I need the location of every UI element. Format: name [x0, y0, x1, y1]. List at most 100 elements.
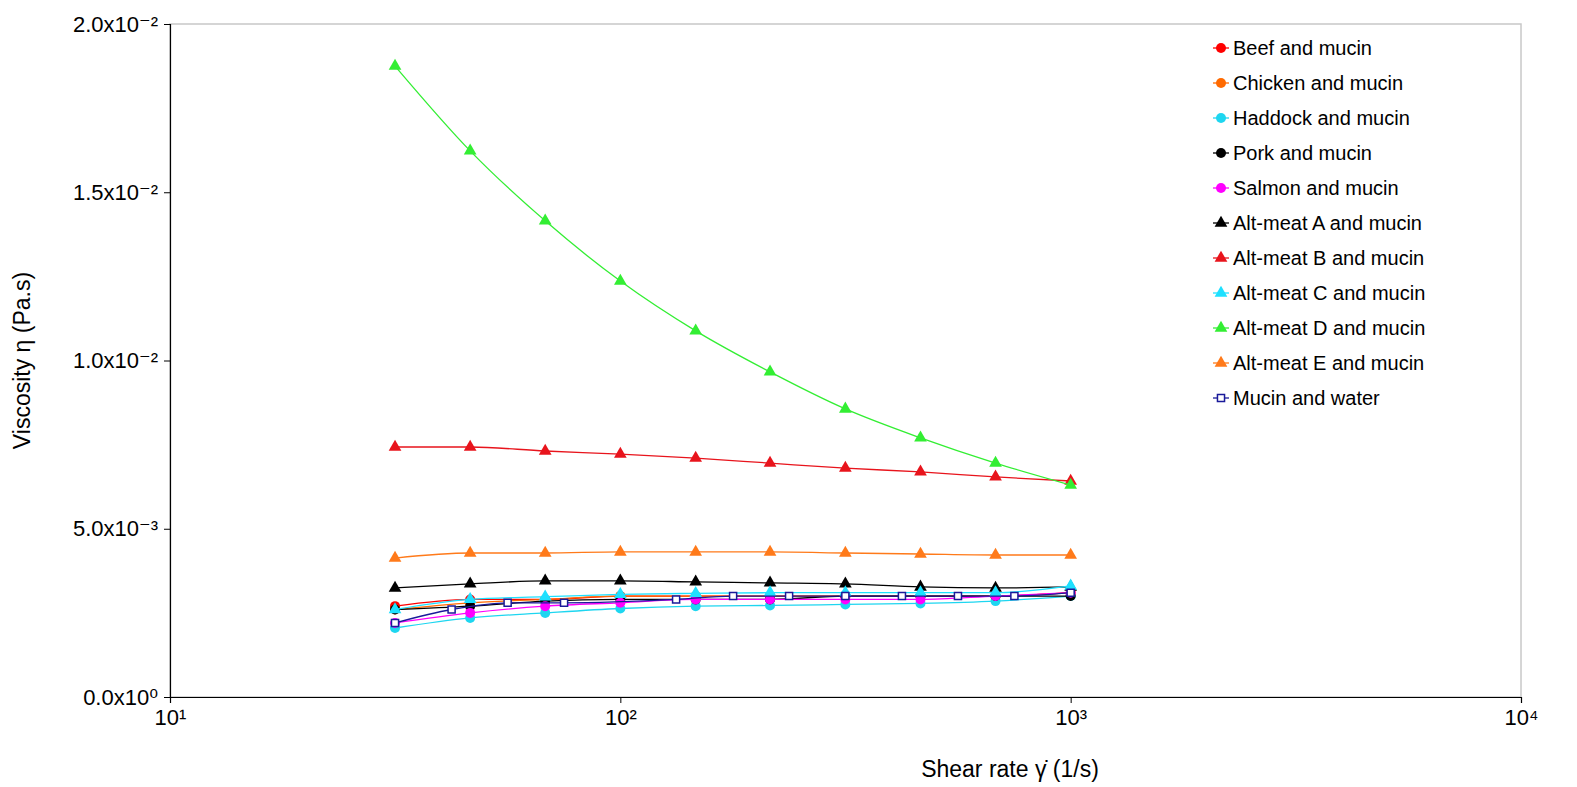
data-point: [989, 548, 1002, 559]
legend-label: Mucin and water: [1233, 387, 1380, 409]
y-tick-mark: [164, 24, 170, 25]
series: [389, 574, 1077, 592]
data-point: [614, 574, 627, 585]
data-point: [464, 592, 477, 603]
series-line: [395, 552, 1071, 558]
series: [390, 591, 1076, 633]
x-tick-mark: [620, 697, 621, 703]
y-axis-line: [164, 25, 171, 698]
series: [390, 588, 1076, 611]
data-point: [539, 444, 552, 455]
legend-entry: Alt-meat C and mucin: [1213, 282, 1425, 304]
data-point: [764, 585, 777, 596]
legend-symbol: [1216, 183, 1226, 193]
data-point: [465, 608, 475, 618]
data-point: [914, 465, 927, 476]
data-point: [389, 440, 402, 451]
data-point: [389, 602, 402, 613]
data-point: [839, 546, 852, 557]
data-point: [561, 599, 568, 606]
data-point: [1066, 588, 1076, 598]
series: [389, 545, 1077, 562]
legend-entry: Alt-meat E and mucin: [1213, 352, 1424, 374]
data-point: [539, 546, 552, 557]
legend-symbol: [1215, 321, 1228, 332]
data-point: [989, 585, 1002, 596]
data-point: [464, 440, 477, 451]
legend-label: Beef and mucin: [1233, 37, 1372, 59]
data-point: [764, 456, 777, 467]
data-point: [673, 596, 680, 603]
data-point: [539, 214, 552, 225]
data-point: [1064, 478, 1077, 489]
data-point: [839, 402, 852, 413]
x-tick: 10²: [605, 697, 637, 730]
series: [389, 440, 1077, 485]
y-tick-label: 2.0x10⁻²: [73, 12, 158, 37]
y-tick: 5.0x10⁻³: [73, 516, 170, 541]
data-point: [840, 591, 850, 601]
y-tick-mark: [164, 529, 170, 530]
series-line: [395, 593, 1071, 623]
data-point: [615, 598, 625, 608]
data-point: [614, 545, 627, 556]
data-point: [464, 546, 477, 557]
data-point: [914, 547, 927, 558]
series-line: [395, 581, 1071, 588]
legend-symbol: [1215, 286, 1228, 297]
legend-entry: Alt-meat A and mucin: [1213, 212, 1422, 234]
y-tick: 0.0x10⁰: [83, 685, 170, 710]
series-line: [395, 596, 1071, 628]
legend-entry: Beef and mucin: [1213, 37, 1372, 59]
data-point: [840, 591, 850, 601]
y-tick-mark: [164, 697, 170, 698]
data-point: [764, 576, 777, 587]
data-point: [898, 593, 905, 600]
x-axis-title: Shear rate γ̇ (1/s): [921, 756, 1099, 782]
x-tick-label: 10¹: [155, 705, 187, 730]
data-point: [689, 451, 702, 462]
legend-symbol: [1216, 148, 1226, 158]
legend-entry: Salmon and mucin: [1213, 177, 1399, 199]
legend-label: Alt-meat A and mucin: [1233, 212, 1422, 234]
data-point: [914, 585, 927, 596]
y-axis-title: Viscosity η (Pa.s): [9, 272, 35, 449]
data-point: [1067, 589, 1074, 596]
data-point: [914, 431, 927, 442]
plot: 10¹ 10² 10³ 10⁴ 0.0x10⁰ 5.0x10⁻³ 1.0x10⁻² 1.5x1…: [73, 12, 1538, 730]
y-tick-label: 1.0x10⁻²: [73, 348, 158, 373]
data-point: [689, 586, 702, 597]
data-point: [764, 545, 777, 556]
y-tick: 1.5x10⁻²: [73, 180, 170, 205]
data-point: [390, 618, 400, 628]
data-point: [786, 593, 793, 600]
plot-frame: [170, 24, 1521, 697]
x-axis-line: [171, 698, 1522, 704]
data-point: [1011, 593, 1018, 600]
x-tick-label: 10⁴: [1505, 705, 1539, 730]
data-point: [539, 589, 552, 600]
data-point: [989, 456, 1002, 467]
data-point: [448, 606, 455, 613]
series: [391, 589, 1074, 626]
data-point: [689, 545, 702, 556]
data-point: [764, 365, 777, 376]
data-point: [1066, 588, 1076, 598]
series-line: [395, 66, 1071, 485]
y-tick: 2.0x10⁻²: [73, 12, 170, 37]
chart: 10¹ 10² 10³ 10⁴ 0.0x10⁰ 5.0x10⁻³ 1.0x10⁻² 1.5x1…: [0, 0, 1577, 787]
legend-label: Alt-meat C and mucin: [1233, 282, 1425, 304]
data-point: [391, 619, 398, 626]
legend: Beef and mucinChicken and mucinHaddock a…: [1213, 37, 1425, 409]
legend-entry: Alt-meat B and mucin: [1213, 247, 1424, 269]
data-point: [1064, 579, 1077, 590]
data-point: [389, 581, 402, 592]
x-tick-label: 10³: [1055, 705, 1087, 730]
legend-label: Chicken and mucin: [1233, 72, 1403, 94]
legend-symbol: [1215, 216, 1228, 227]
data-point: [839, 461, 852, 472]
series: [390, 588, 1076, 628]
y-tick-mark: [164, 361, 170, 362]
data-point: [1064, 548, 1077, 559]
x-tick-label: 10²: [605, 705, 637, 730]
